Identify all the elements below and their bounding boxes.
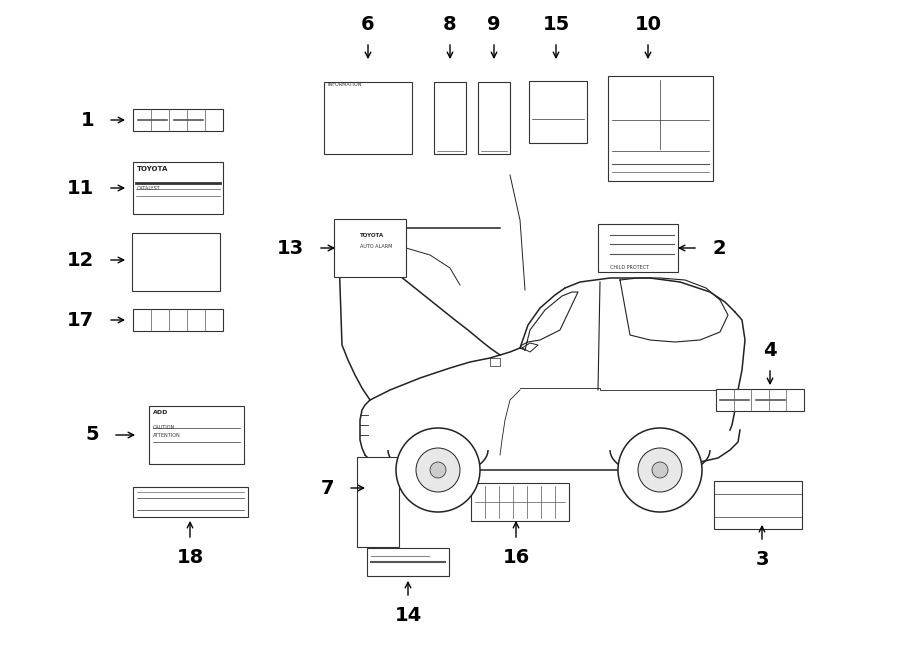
Circle shape bbox=[430, 462, 446, 478]
Bar bbox=[558, 104, 582, 122]
Bar bbox=[324, 82, 412, 154]
Text: TOYOTA: TOYOTA bbox=[360, 233, 384, 237]
Bar bbox=[148, 406, 244, 464]
Text: ATTENTION: ATTENTION bbox=[152, 433, 180, 438]
Text: 4: 4 bbox=[763, 341, 777, 360]
Text: 12: 12 bbox=[67, 251, 94, 270]
Text: CHILD PROTECT: CHILD PROTECT bbox=[610, 265, 649, 270]
Text: 1: 1 bbox=[80, 110, 94, 130]
FancyBboxPatch shape bbox=[436, 87, 464, 102]
Bar bbox=[137, 200, 155, 210]
Bar bbox=[172, 498, 190, 510]
FancyBboxPatch shape bbox=[436, 103, 464, 118]
Bar bbox=[359, 459, 397, 468]
Bar bbox=[133, 109, 223, 131]
Circle shape bbox=[703, 77, 710, 85]
Text: CATALYST: CATALYST bbox=[137, 186, 160, 190]
Bar bbox=[490, 358, 500, 366]
Text: 15: 15 bbox=[543, 15, 570, 34]
Text: 10: 10 bbox=[634, 15, 662, 34]
Text: 14: 14 bbox=[394, 606, 421, 625]
Bar bbox=[478, 82, 510, 154]
Bar bbox=[714, 495, 732, 516]
Bar bbox=[137, 498, 154, 510]
FancyBboxPatch shape bbox=[436, 136, 464, 151]
Circle shape bbox=[416, 448, 460, 492]
Circle shape bbox=[148, 247, 183, 282]
Bar bbox=[133, 309, 223, 331]
Text: ADD: ADD bbox=[152, 410, 168, 415]
Bar bbox=[334, 219, 406, 277]
Text: CAUTION: CAUTION bbox=[152, 426, 175, 430]
Bar bbox=[208, 498, 225, 510]
Text: 2: 2 bbox=[712, 239, 725, 258]
Text: 5: 5 bbox=[86, 426, 99, 444]
Text: 16: 16 bbox=[502, 548, 529, 567]
Bar bbox=[190, 498, 207, 510]
Bar bbox=[598, 224, 678, 272]
Bar bbox=[749, 495, 767, 516]
Bar bbox=[332, 129, 404, 137]
FancyBboxPatch shape bbox=[480, 87, 508, 102]
Text: 9: 9 bbox=[487, 15, 500, 34]
Text: TOYOTA: TOYOTA bbox=[137, 166, 168, 172]
Text: INFORMATION: INFORMATION bbox=[328, 82, 363, 87]
Bar bbox=[359, 510, 397, 520]
Text: 17: 17 bbox=[67, 311, 94, 329]
Bar bbox=[608, 75, 713, 180]
Circle shape bbox=[158, 257, 173, 271]
Bar bbox=[533, 104, 557, 122]
Bar bbox=[154, 498, 172, 510]
Text: 6: 6 bbox=[361, 15, 374, 34]
Text: AUTO ALARM: AUTO ALARM bbox=[360, 244, 392, 249]
FancyBboxPatch shape bbox=[480, 120, 508, 135]
Text: 13: 13 bbox=[277, 239, 304, 258]
Text: 11: 11 bbox=[67, 178, 94, 198]
Bar bbox=[767, 495, 785, 516]
Bar bbox=[359, 485, 397, 494]
Bar bbox=[133, 162, 223, 214]
Bar bbox=[183, 268, 214, 284]
Text: 18: 18 bbox=[176, 548, 203, 567]
FancyBboxPatch shape bbox=[480, 136, 508, 151]
Text: 3: 3 bbox=[755, 550, 769, 569]
Bar bbox=[359, 536, 397, 545]
Bar bbox=[152, 446, 166, 455]
Circle shape bbox=[396, 428, 480, 512]
Bar bbox=[541, 126, 575, 139]
Bar bbox=[132, 233, 220, 291]
Bar bbox=[359, 524, 397, 532]
Circle shape bbox=[638, 448, 682, 492]
Circle shape bbox=[339, 245, 345, 251]
Bar bbox=[359, 472, 397, 481]
Bar bbox=[161, 200, 189, 210]
Bar bbox=[434, 82, 466, 154]
FancyBboxPatch shape bbox=[480, 103, 508, 118]
Bar bbox=[170, 446, 184, 455]
Bar bbox=[132, 487, 248, 517]
Bar bbox=[367, 548, 449, 576]
Bar bbox=[558, 85, 582, 103]
Bar bbox=[136, 237, 216, 287]
Bar bbox=[326, 84, 410, 96]
FancyBboxPatch shape bbox=[436, 120, 464, 135]
Bar bbox=[332, 116, 404, 126]
Bar bbox=[716, 389, 804, 411]
Bar bbox=[332, 104, 404, 112]
Bar bbox=[600, 226, 608, 236]
Bar bbox=[359, 498, 397, 506]
Bar bbox=[529, 81, 587, 143]
Bar bbox=[226, 498, 243, 510]
Text: 7: 7 bbox=[320, 479, 334, 498]
Bar bbox=[785, 495, 802, 516]
Bar bbox=[471, 483, 569, 521]
Bar bbox=[357, 457, 399, 547]
Circle shape bbox=[652, 462, 668, 478]
Bar bbox=[533, 85, 557, 103]
Bar bbox=[732, 495, 749, 516]
Text: 8: 8 bbox=[443, 15, 457, 34]
Circle shape bbox=[618, 428, 702, 512]
Bar bbox=[714, 481, 802, 529]
